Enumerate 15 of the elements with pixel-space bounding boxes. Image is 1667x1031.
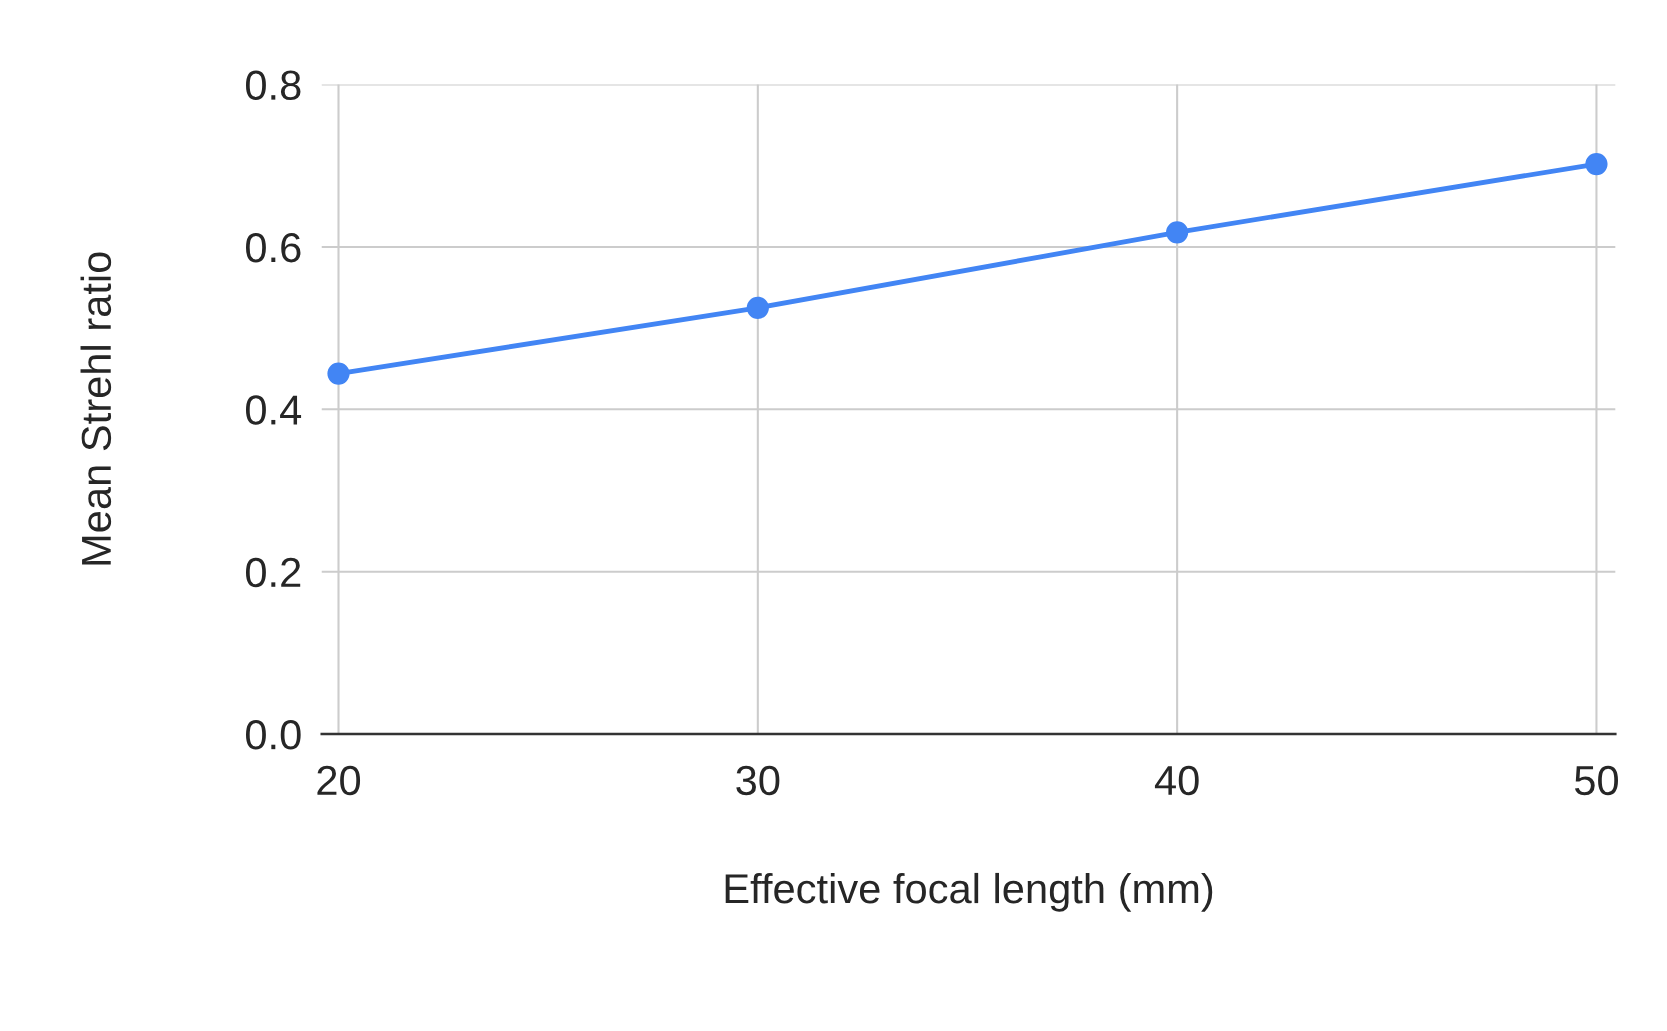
y-tick-label: 0.2 — [246, 557, 301, 588]
y-axis-title: Mean Strehl ratio — [80, 252, 112, 565]
x-axis-title: Effective focal length (mm) — [725, 872, 1213, 912]
point — [1166, 221, 1189, 244]
point — [746, 296, 769, 319]
point — [1585, 153, 1608, 176]
y-tick-label: 0.8 — [246, 70, 301, 101]
x-tick-label: 40 — [1154, 765, 1199, 796]
x-tick-label: 50 — [1574, 765, 1618, 796]
y-tick-label: 0.0 — [246, 720, 301, 750]
y-tick-label: 0.4 — [246, 395, 302, 425]
x-tick-label: 30 — [736, 765, 780, 796]
point — [327, 362, 350, 385]
y-tick-label: 0.6 — [246, 232, 301, 263]
x-tick-label: 20 — [317, 765, 361, 796]
